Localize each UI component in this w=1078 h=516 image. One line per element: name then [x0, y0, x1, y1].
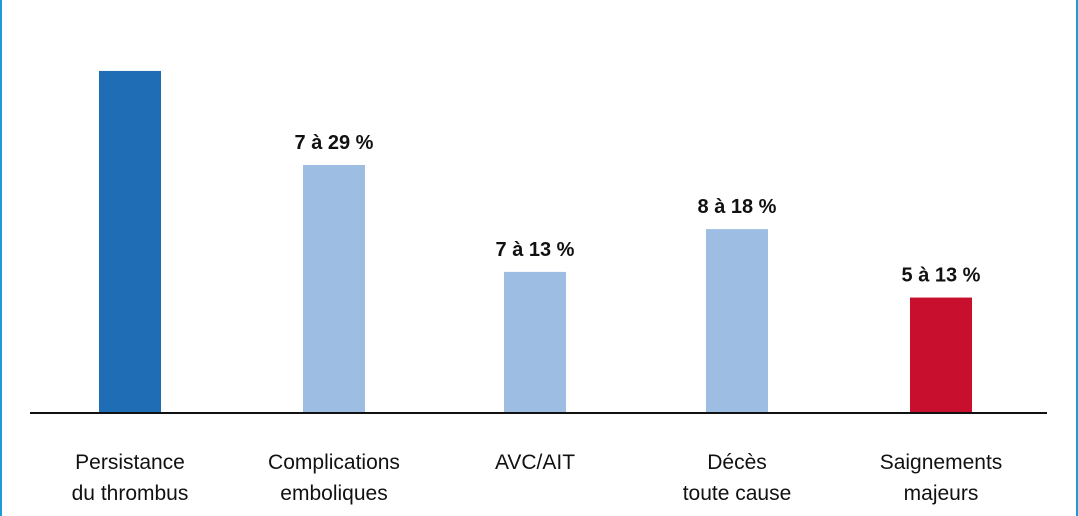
category-label-5-line-2: majeurs: [904, 482, 979, 505]
category-label-2-line-1: Complications: [268, 451, 400, 474]
category-label-1-line-2: du thrombus: [72, 482, 189, 505]
data-labels-group: 7 à 29 % 7 à 13 % 8 à 18 % 5 à 13 %: [295, 132, 981, 287]
category-label-1-line-1: Persistance: [75, 451, 185, 474]
bar-5: [910, 297, 972, 413]
bar-1: [99, 70, 161, 414]
data-label-2: 7 à 29 %: [295, 132, 374, 154]
category-label-4-line-1: Décès: [707, 451, 767, 474]
bar-3: [504, 271, 566, 413]
data-label-4: 8 à 18 %: [698, 196, 777, 218]
category-label-5-line-1: Saignements: [880, 451, 1003, 474]
category-label-4-line-2: toute cause: [683, 482, 792, 505]
category-label-3-line-1: AVC/AIT: [495, 451, 575, 474]
bar-2: [303, 165, 365, 413]
bar-4: [706, 229, 768, 413]
category-labels-group: Persistance du thrombus Complications embol…: [72, 451, 1003, 505]
bars-group: [99, 70, 972, 414]
data-label-5: 5 à 13 %: [902, 265, 981, 287]
category-label-2-line-2: emboliques: [280, 482, 387, 505]
data-label-3: 7 à 13 %: [496, 239, 575, 261]
